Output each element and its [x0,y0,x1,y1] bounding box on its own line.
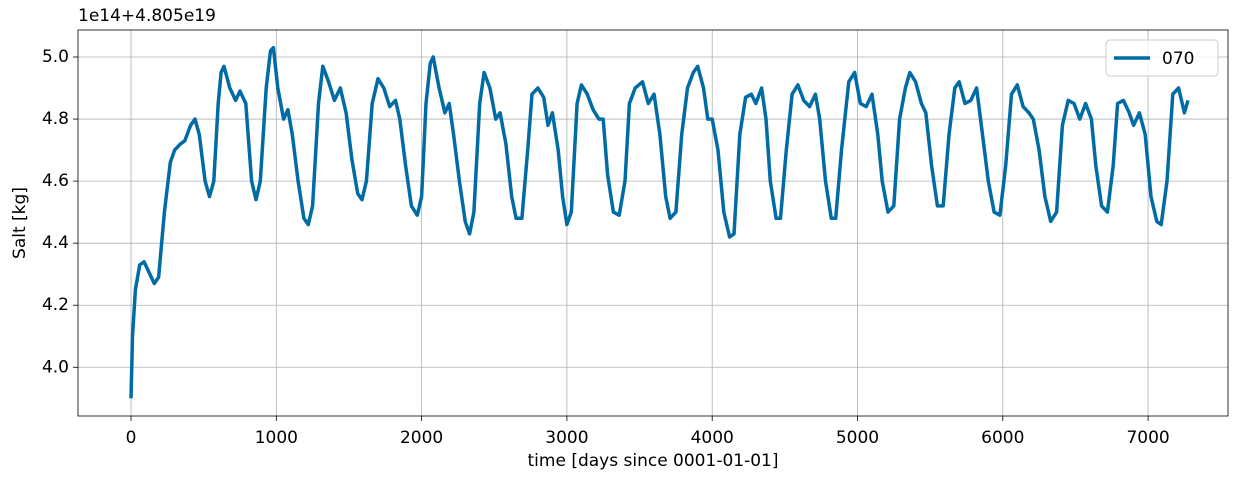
x-tick-label: 4000 [691,428,734,448]
x-tick-label: 3000 [545,428,588,448]
x-tick-label: 5000 [836,428,879,448]
y-axis-label: Salt [kg] [10,187,30,259]
x-tick-label: 0 [126,428,137,448]
y-tick-label: 5.0 [42,47,69,67]
y-tick-label: 4.8 [42,109,69,129]
y-tick-label: 4.2 [42,295,69,315]
y-tick-label: 4.4 [42,233,69,253]
offset-label: 1e14+4.805e19 [78,6,216,26]
series-line [129,45,1190,399]
x-tick-label: 6000 [981,428,1024,448]
x-tick-label: 7000 [1126,428,1169,448]
y-tick-label: 4.6 [42,171,69,191]
legend-box [1105,39,1219,77]
x-tick-label: 1000 [255,428,298,448]
x-axis-label: time [days since 0001-01-01] [528,451,779,471]
legend-label: 070 [1162,49,1194,69]
plot-frame [77,29,1229,417]
x-tick-label: 2000 [400,428,443,448]
y-tick-label: 4.0 [42,357,69,377]
